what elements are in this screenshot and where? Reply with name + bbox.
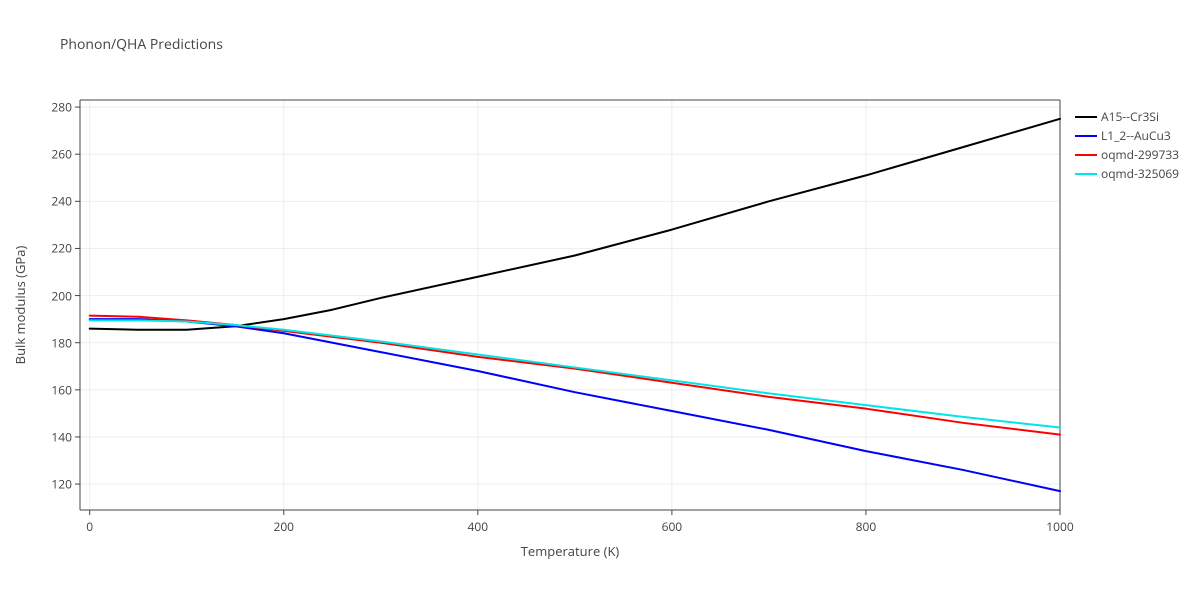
y-tick-label: 180 bbox=[51, 334, 72, 351]
y-tick-label: 260 bbox=[51, 146, 72, 163]
y-tick-label: 240 bbox=[51, 193, 72, 210]
legend: A15--Cr3Si L1_2--AuCu3 oqmd-299733 oqmd-325… bbox=[1075, 108, 1179, 184]
legend-item[interactable]: oqmd-325069 bbox=[1075, 165, 1179, 182]
y-tick-label: 120 bbox=[51, 476, 72, 493]
series-line[interactable] bbox=[90, 119, 1060, 330]
legend-item[interactable]: L1_2--AuCu3 bbox=[1075, 127, 1179, 144]
x-tick-label: 400 bbox=[468, 518, 489, 535]
x-tick-label: 800 bbox=[856, 518, 877, 535]
legend-item[interactable]: A15--Cr3Si bbox=[1075, 108, 1179, 125]
legend-swatch bbox=[1075, 154, 1097, 156]
legend-swatch bbox=[1075, 116, 1097, 118]
chart-container: Phonon/QHA Predictions Temperature (K) B… bbox=[0, 0, 1200, 600]
legend-item[interactable]: oqmd-299733 bbox=[1075, 146, 1179, 163]
series-line[interactable] bbox=[90, 320, 1060, 427]
y-axis-label: Bulk modulus (GPa) bbox=[11, 246, 29, 365]
legend-swatch bbox=[1075, 173, 1097, 175]
y-tick-label: 200 bbox=[51, 287, 72, 304]
x-tick-label: 0 bbox=[86, 518, 93, 535]
series-line[interactable] bbox=[90, 316, 1060, 435]
x-tick-label: 1000 bbox=[1046, 518, 1073, 535]
legend-label: A15--Cr3Si bbox=[1101, 108, 1159, 125]
legend-swatch bbox=[1075, 135, 1097, 137]
series-line[interactable] bbox=[90, 319, 1060, 491]
y-tick-label: 220 bbox=[51, 240, 72, 257]
y-tick-label: 280 bbox=[51, 99, 72, 116]
chart-svg bbox=[0, 0, 1200, 600]
legend-label: oqmd-325069 bbox=[1101, 165, 1179, 182]
y-tick-label: 140 bbox=[51, 428, 72, 445]
legend-label: L1_2--AuCu3 bbox=[1101, 127, 1171, 144]
x-tick-label: 600 bbox=[662, 518, 683, 535]
x-axis-label: Temperature (K) bbox=[521, 542, 620, 560]
legend-label: oqmd-299733 bbox=[1101, 146, 1179, 163]
y-tick-label: 160 bbox=[51, 381, 72, 398]
x-tick-label: 200 bbox=[273, 518, 294, 535]
